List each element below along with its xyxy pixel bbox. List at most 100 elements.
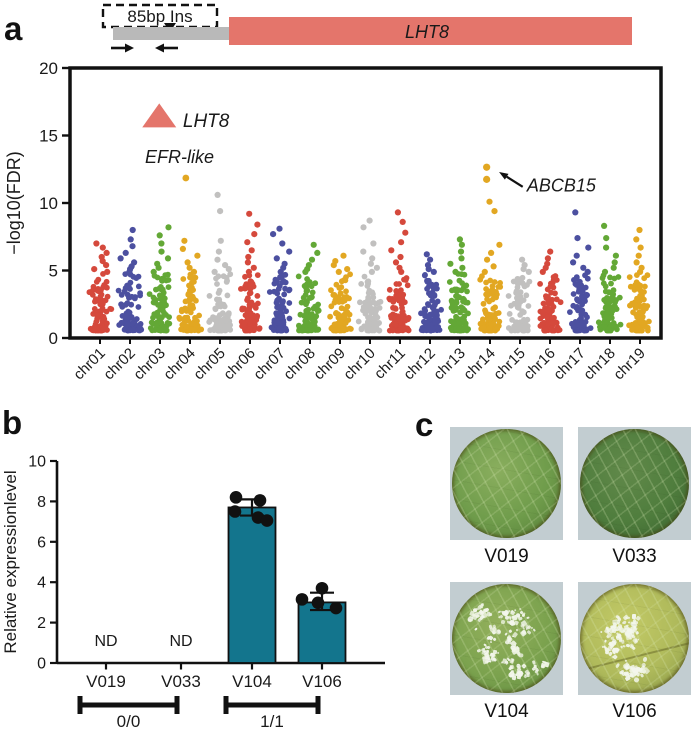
snp-outlier-point — [273, 255, 280, 262]
snp-outlier-point — [397, 253, 404, 261]
snp-point — [340, 326, 347, 333]
mildew-speck — [608, 640, 617, 648]
snp-point — [266, 289, 273, 295]
x-axis-tick-label: chr04 — [160, 345, 199, 384]
mildew-speck — [504, 610, 508, 614]
x-axis-tick-label: chr11 — [371, 345, 409, 383]
replicate-dot — [228, 505, 242, 518]
snp-point — [336, 299, 342, 305]
snp-point — [575, 297, 582, 304]
snp-point — [455, 320, 462, 327]
snp-point — [135, 273, 142, 280]
mildew-speck — [633, 676, 641, 684]
mildew-speck — [635, 666, 640, 671]
mildew-speck — [620, 639, 625, 644]
snp-outlier-point — [373, 264, 380, 271]
mildew-speck — [512, 635, 515, 638]
snp-point — [545, 307, 552, 314]
mildew-speck — [627, 665, 633, 670]
snp-outlier-point — [427, 256, 434, 263]
x-axis-tick-label: chr05 — [190, 345, 229, 384]
mildew-speck — [623, 624, 630, 631]
mildew-speck — [507, 619, 515, 627]
snp-point — [537, 281, 543, 287]
leaf-disc-label: V019 — [484, 546, 529, 567]
snp-outlier-point — [484, 256, 491, 263]
snp-point — [570, 291, 577, 297]
mildew-speck — [473, 611, 479, 617]
snp-point — [193, 297, 199, 304]
mildew-speck — [617, 633, 622, 638]
mildew-speck — [611, 629, 617, 634]
mildew-speck — [481, 656, 486, 661]
snp-point — [278, 313, 285, 320]
manhattan-annotations: LHT8 EFR-like ABCB15 — [142, 103, 597, 196]
snp-point — [358, 281, 365, 287]
mildew-speck — [518, 670, 522, 674]
snp-point — [315, 301, 321, 308]
snp-point — [309, 289, 316, 296]
snp-outlier-point — [245, 268, 252, 275]
mildew-speck — [607, 627, 612, 631]
mildew-speck — [521, 626, 525, 630]
mildew-speck — [466, 615, 475, 623]
snp-point — [331, 321, 338, 328]
y-axis-title: Relative expressionlevel — [1, 470, 20, 653]
snp-outlier-point — [156, 232, 163, 239]
x-axis-tick-label: chr01 — [70, 345, 109, 384]
snp-point — [303, 312, 310, 319]
snp-point — [545, 294, 551, 300]
mildew-speck — [632, 668, 637, 674]
snp-point — [571, 277, 577, 283]
snp-point — [386, 295, 393, 302]
snp-point — [550, 274, 557, 280]
mildew-speck — [509, 665, 514, 670]
snp-point — [99, 300, 106, 307]
y-axis-tick-label: 0 — [37, 656, 46, 673]
snp-point — [296, 322, 302, 329]
snp-outlier-point — [150, 268, 157, 275]
snp-outlier-point — [496, 241, 503, 248]
leaf-photo-v033 — [578, 427, 691, 540]
snp-point — [432, 285, 438, 292]
snp-outlier-point — [394, 209, 401, 216]
snp-point — [206, 293, 213, 299]
mildew-speck — [511, 660, 514, 663]
mildew-speck — [507, 657, 510, 661]
snp-point — [333, 281, 340, 288]
mildew-speck — [621, 669, 625, 673]
mildew-speck — [509, 670, 514, 676]
y-axis-tick-label: 20 — [39, 59, 58, 78]
mildew-speck — [624, 675, 631, 681]
mildew-speck — [522, 613, 526, 617]
mildew-speck — [509, 673, 514, 678]
snp-point — [637, 292, 643, 299]
snp-outlier-point — [344, 266, 351, 273]
mildew-speck — [611, 624, 615, 628]
snp-point — [341, 313, 348, 319]
abcb15-arrowhead-icon — [499, 171, 509, 180]
snp-point — [634, 314, 641, 321]
mildew-speck — [615, 631, 620, 636]
mildew-speck — [627, 632, 634, 640]
mildew-speck — [607, 645, 613, 652]
snp-outlier-point — [254, 221, 261, 228]
mildew-speck — [625, 629, 632, 635]
snp-point — [638, 327, 645, 334]
x-axis-tick-label: chr16 — [520, 345, 559, 384]
snp-point — [521, 326, 528, 333]
mildew-speck — [520, 624, 525, 628]
mildew-speck — [481, 650, 488, 657]
snp-point — [270, 327, 277, 333]
snp-outlier-point — [368, 268, 375, 275]
mildew-speck — [473, 627, 478, 632]
snp-outlier-point — [580, 264, 587, 271]
lht8-annotation-label: LHT8 — [183, 111, 230, 132]
snp-point — [494, 326, 501, 332]
mildew-speck — [606, 632, 613, 639]
mildew-speck — [489, 652, 495, 659]
mildew-speck — [615, 634, 622, 641]
snp-point — [187, 302, 194, 309]
gene-diagram: 85bp Ins LHT8 — [101, 3, 632, 53]
